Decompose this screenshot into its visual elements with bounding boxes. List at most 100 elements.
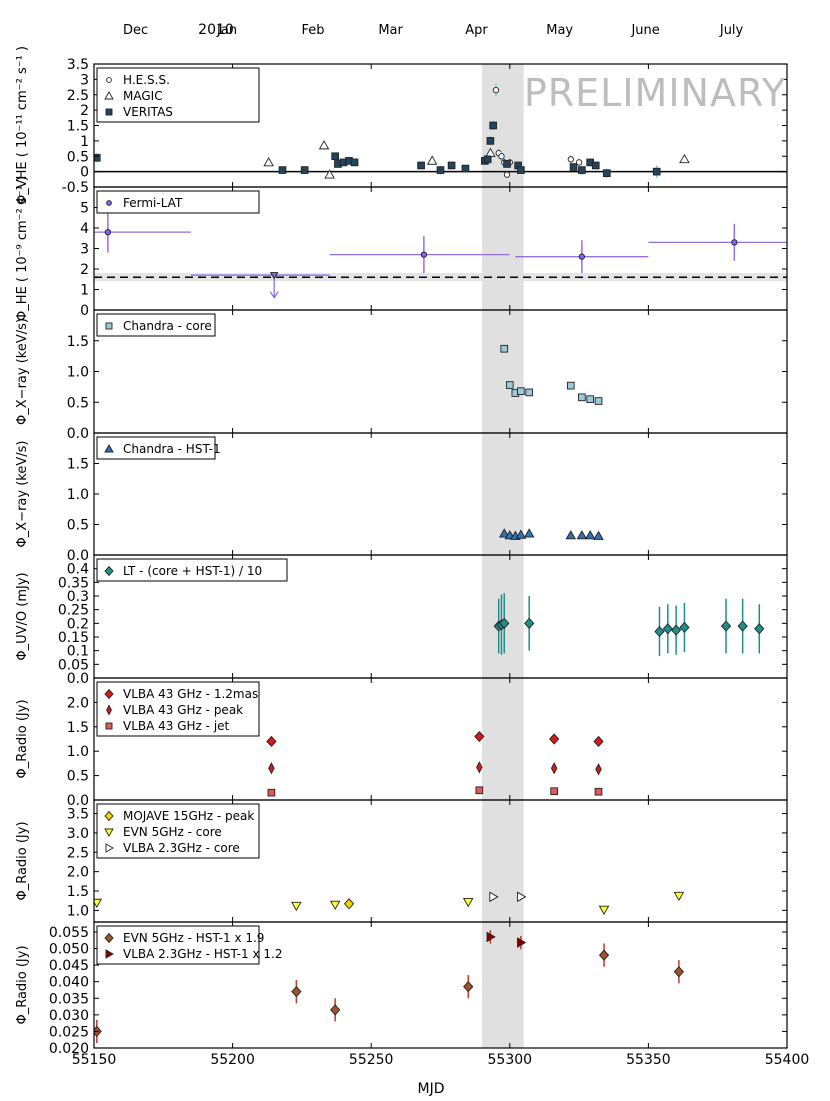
data-point	[417, 161, 425, 170]
data-point	[462, 898, 474, 908]
y-tick-label: 1.5	[67, 334, 89, 350]
data-point	[598, 949, 610, 961]
legend-box	[96, 681, 260, 737]
legend: LT - (core + HST-1) / 10	[96, 558, 288, 582]
legend-marker	[104, 688, 114, 700]
x-tick-label: 55250	[349, 1052, 394, 1068]
legend-marker	[105, 949, 114, 959]
legend: Fermi-LAT	[96, 190, 260, 214]
data-point	[602, 169, 611, 177]
legend-box	[96, 558, 288, 582]
data-point	[584, 530, 596, 540]
y-tick-label: 0.020	[49, 1041, 89, 1057]
panel-xray_hst1: 0.0 0.5 1.0 1.5 Φ_X−ray (keV/s) Chandra - HST…	[15, 432, 788, 564]
data-point	[671, 624, 682, 636]
y-tick-label: 3.5	[67, 807, 89, 823]
legend-entry: Chandra - core	[123, 319, 212, 333]
y-tick-label: 3	[80, 72, 89, 88]
data-point	[517, 166, 525, 174]
legend-entry: VLBA 2.3GHz - HST-1 x 1.2	[123, 947, 282, 961]
data-point	[565, 530, 577, 540]
data-point	[525, 388, 534, 397]
y-tick-label: 0	[80, 165, 89, 181]
legend: MOJAVE 15GHz - peak EVN 5GHz - core VLBA 2…	[96, 803, 260, 859]
data-point	[324, 169, 335, 179]
data-point	[483, 155, 492, 164]
data-point	[679, 153, 690, 164]
legend-marker	[106, 704, 112, 716]
panels: -0.500.511.522.533.5Φ_VHE ( 10⁻¹¹ cm⁻² s…	[15, 46, 788, 1057]
y-tick-label: 1.0	[67, 744, 89, 760]
y-tick-label: 0.025	[49, 1024, 89, 1040]
y-tick-label: 3.5	[67, 57, 89, 73]
legend: H.E.S.S. MAGIC VERITAS	[96, 67, 260, 123]
legend-box	[96, 925, 260, 965]
y-tick-label: 1.5	[67, 119, 89, 135]
legend-marker	[104, 932, 114, 944]
legend-marker	[105, 108, 113, 116]
y-tick-label: 0.5	[67, 149, 89, 165]
data-point	[463, 981, 474, 993]
legend-entry: VERITAS	[123, 105, 173, 119]
data-point	[566, 381, 575, 390]
y-tick-label: 1.0	[67, 365, 89, 381]
data-point	[267, 788, 276, 797]
data-point	[489, 121, 497, 130]
data-point	[549, 733, 560, 745]
legend: Chandra - HST-1	[96, 436, 221, 460]
data-point	[576, 530, 588, 540]
y-tick-label: 0.3	[67, 589, 89, 605]
data-point	[515, 529, 527, 539]
y-tick-label: 0	[80, 303, 89, 319]
legend-marker	[104, 91, 114, 100]
y-tick-label: 2.0	[67, 695, 89, 711]
y-tick-label: 0.15	[58, 630, 89, 646]
legend-entry: Chandra - HST-1	[123, 442, 221, 456]
data-point	[278, 166, 287, 174]
data-point	[492, 86, 500, 94]
y-tick-label: 0.030	[49, 1008, 89, 1024]
data-point	[594, 787, 603, 796]
data-point	[329, 900, 341, 910]
legend-marker	[105, 322, 113, 330]
legend-box	[96, 436, 216, 460]
y-tick-label: 1.0	[67, 487, 89, 503]
legend-entry: MOJAVE 15GHz - peak	[123, 809, 254, 823]
data-point	[586, 395, 595, 403]
data-point	[104, 228, 112, 236]
legend: Chandra - core	[96, 313, 216, 337]
data-point	[498, 153, 505, 160]
y-tick-label: 0.2	[67, 616, 89, 632]
data-point	[550, 762, 558, 775]
y-tick-label: 3	[80, 242, 89, 258]
x-tick-label: 55150	[72, 1052, 117, 1068]
y-tick-label: 1.5	[67, 884, 89, 900]
month-label: Jan	[216, 23, 237, 38]
data-point	[475, 786, 484, 795]
legend-box	[96, 67, 260, 123]
month-label: July	[719, 23, 744, 38]
y-tick-label: 0.040	[49, 975, 89, 991]
x-tick-label: 55400	[765, 1052, 810, 1068]
data-point	[447, 161, 456, 170]
y-tick-label: 2.0	[67, 865, 89, 881]
month-label: Feb	[301, 23, 324, 38]
panel-radio_hst1: 0.0200.0250.0300.0350.0400.0450.0500.055…	[15, 921, 788, 1057]
panel-radio_low: 1.0 1.5 2.0 2.5 3.0 3.5 Φ_Radio (Jy) MOJAVE 15G…	[15, 799, 788, 923]
y-tick-label: 0.5	[67, 769, 89, 785]
y-tick-label: 1.5	[67, 720, 89, 736]
panel-xray_core: 0.0 0.5 1.0 1.5 Φ_X−ray (keV/s) Chandra - cor…	[15, 309, 788, 442]
y-tick-label: 0.045	[49, 958, 89, 974]
legend-entry: VLBA 43 GHz - jet	[123, 719, 230, 733]
data-point	[331, 152, 339, 161]
y-tick-label: 2.5	[67, 88, 89, 104]
y-tick-label: 0.050	[49, 942, 89, 958]
legend-entry: VLBA 2.3GHz - core	[123, 841, 240, 855]
legend: EVN 5GHz - HST-1 x 1.9 VLBA 2.3GHz - HST-…	[96, 925, 282, 965]
data-point	[654, 625, 665, 638]
legend-entry: LT - (core + HST-1) / 10	[123, 564, 262, 578]
legend-entry: VLBA 43 GHz - peak	[123, 703, 243, 717]
panel-data	[500, 344, 603, 405]
y-tick-label: 5	[80, 201, 89, 217]
